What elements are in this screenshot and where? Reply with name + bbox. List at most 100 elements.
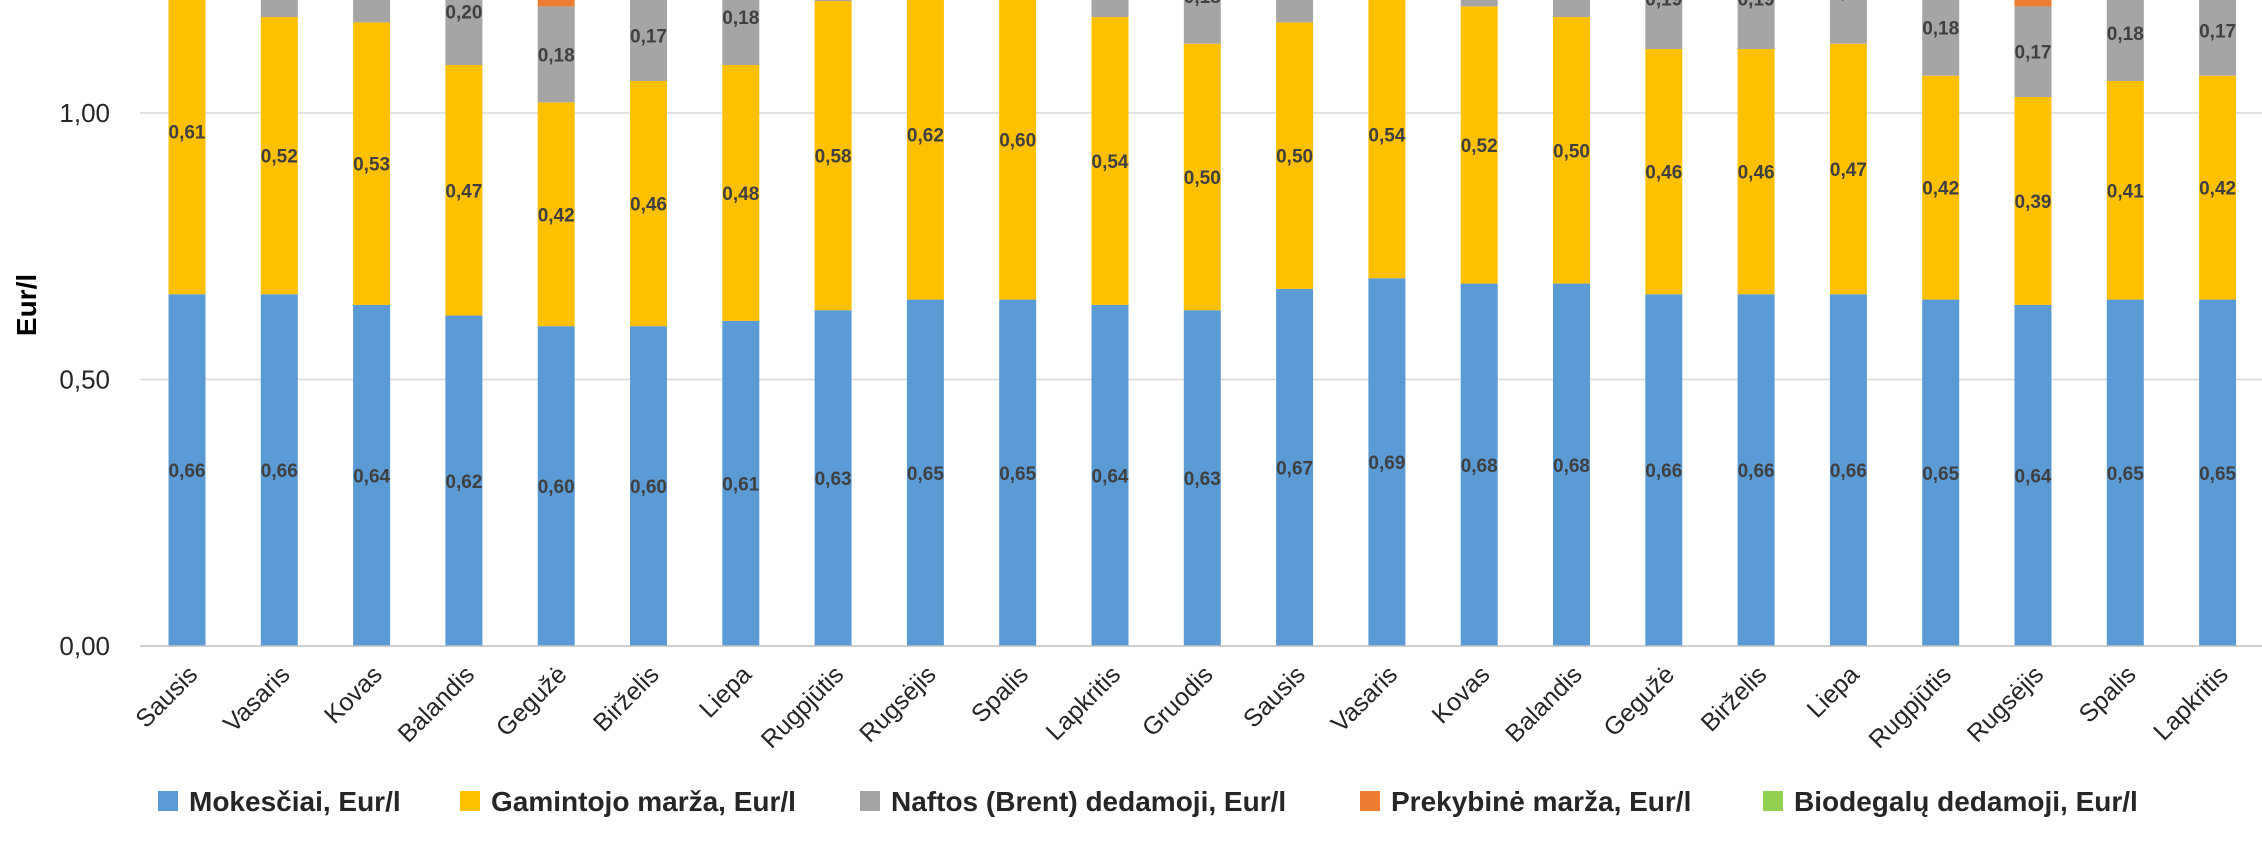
bar-segment: [722, 65, 760, 321]
bar-segment: [1829, 294, 1867, 646]
data-label: 0,61: [169, 123, 206, 144]
bar-segment: [1460, 0, 1498, 7]
bar-segment: [1922, 299, 1960, 646]
y-tick-label: 0,00: [59, 631, 110, 661]
data-label: 0,50: [1184, 168, 1221, 189]
bar-segment: [1276, 22, 1314, 289]
bar-segment: [1276, 288, 1314, 646]
bar-segment: [1460, 283, 1498, 646]
bar-segment: [1737, 0, 1775, 50]
data-label: 0,42: [1922, 179, 1959, 200]
x-tick-label: Lapkritis: [1041, 660, 1127, 746]
data-label: 0,54: [1368, 125, 1405, 146]
bar-segment: [537, 326, 575, 646]
bar-segment: [999, 0, 1037, 300]
bar-segment: [2014, 304, 2052, 646]
data-label: 0,50: [1276, 147, 1313, 168]
data-label: 0,20: [1830, 0, 1867, 2]
data-label: 0,18: [1922, 19, 1959, 40]
bar-segment: [168, 294, 206, 646]
data-label: 0,65: [2199, 464, 2236, 485]
bar-segment: [1460, 6, 1498, 284]
x-tick-label: Kovas: [1427, 660, 1496, 729]
legend-swatch: [860, 791, 880, 811]
bar-segment: [168, 0, 206, 295]
data-label: 0,17: [2015, 43, 2052, 64]
x-tick-label: Vasaris: [218, 660, 295, 737]
bar-segment: [260, 17, 298, 295]
y-tick-label: 1,00: [59, 98, 110, 128]
bar-segment: [353, 22, 391, 305]
bar-segment: [1645, 294, 1683, 646]
bar-segment: [445, 0, 483, 66]
x-tick-label: Kovas: [319, 660, 388, 729]
x-tick-label: Birželis: [588, 660, 665, 737]
bar-segment: [722, 0, 760, 66]
data-label: 0,67: [1276, 458, 1313, 479]
data-labels: 0,660,610,190,110,090,660,520,200,170,09…: [169, 0, 2237, 498]
bar-segment: [537, 6, 575, 103]
data-label: 0,18: [1184, 0, 1221, 8]
data-label: 0,18: [722, 8, 759, 29]
y-axis-title: Eur/l: [11, 274, 42, 336]
x-tick-label: Rugpjūtis: [1863, 660, 1957, 754]
bar-segment: [1922, 75, 1960, 300]
data-label: 0,17: [630, 27, 667, 48]
bar-segment: [1183, 43, 1221, 311]
x-tick-label: Balandis: [393, 660, 481, 748]
data-label: 0,46: [1645, 163, 1682, 184]
x-tick-label: Rugpjūtis: [756, 660, 850, 754]
bar-segment: [999, 299, 1037, 646]
bar-segment: [906, 0, 944, 300]
bar-segment: [1368, 0, 1406, 279]
data-label: 0,58: [815, 147, 852, 168]
bar-segment: [814, 1, 852, 311]
data-label: 0,65: [999, 464, 1036, 485]
bar-segment: [1829, 43, 1867, 295]
bar-segment: [1368, 278, 1406, 646]
data-label: 0,64: [353, 466, 390, 487]
x-tick-label: Liepa: [694, 660, 757, 723]
legend-swatch: [1360, 791, 1380, 811]
data-label: 0,66: [1738, 461, 1775, 482]
data-label: 0,54: [1092, 152, 1129, 173]
bar-segment: [2199, 299, 2237, 646]
bar-segment: [814, 310, 852, 646]
x-axis-categories: Sausis Vasaris Kovas Balandis Gegužė Birželis…: [130, 660, 2233, 754]
data-label: 0,50: [1553, 141, 1590, 162]
bar-segment: [1737, 294, 1775, 646]
x-tick-label: Gegužė: [491, 660, 573, 742]
data-label: 0,62: [445, 472, 482, 493]
x-tick-label: Sausis: [130, 660, 203, 733]
bar-segment: [2106, 299, 2144, 646]
data-label: 0,48: [722, 184, 759, 205]
legend-label: Biodegalų dedamoji, Eur/l: [1794, 786, 2138, 817]
y-axis-ticks: 0,000,501,001,50: [59, 98, 110, 661]
x-tick-label: Balandis: [1500, 660, 1588, 748]
bar-segment: [2106, 81, 2144, 300]
data-label: 0,60: [999, 131, 1036, 152]
data-label: 0,60: [630, 477, 667, 498]
bar-segment: [1183, 310, 1221, 646]
bar-segment: [353, 304, 391, 646]
data-label: 0,64: [2015, 466, 2052, 487]
data-label: 0,42: [2199, 179, 2236, 200]
data-label: 0,63: [1184, 469, 1221, 490]
data-label: 0,65: [1922, 464, 1959, 485]
data-label: 0,46: [630, 195, 667, 216]
bar-segment: [1276, 0, 1314, 23]
data-label: 0,19: [1738, 0, 1775, 10]
data-label: 0,68: [1461, 456, 1498, 477]
bar-segment: [722, 320, 760, 646]
bar-segment: [260, 0, 298, 18]
data-label: 0,64: [1092, 466, 1129, 487]
bar-segment: [630, 326, 667, 646]
bar-segment: [630, 0, 667, 82]
legend: Mokesčiai, Eur/l Gamintojo marža, Eur/l Na…: [158, 786, 2138, 817]
bar-segment: [1553, 17, 1590, 284]
x-tick-label: Spalis: [2074, 660, 2142, 728]
bar-segment: [1645, 0, 1683, 50]
data-label: 0,18: [2107, 24, 2144, 45]
